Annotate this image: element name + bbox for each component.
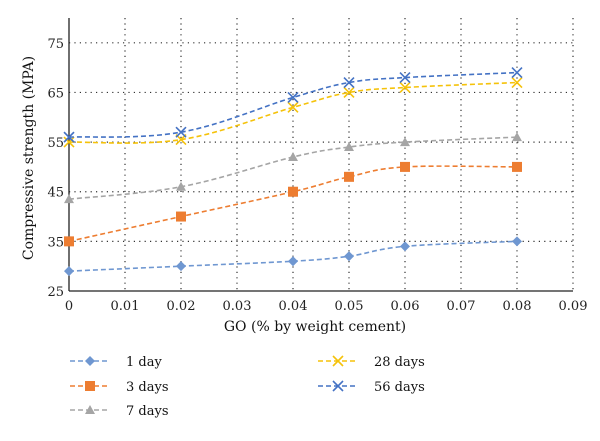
data-point-56-days [399,71,411,84]
x-tick-label: 0.05 [335,299,364,314]
legend-item-28-days: 28 days [318,355,425,370]
data-point-7-days [344,142,354,152]
data-point-28-days [343,86,355,99]
series-layer [63,67,523,277]
legend-marker [332,355,344,367]
x-axis-title: GO (% by weight cement) [224,319,406,335]
data-point-1-day [288,256,298,267]
y-tick-label: 25 [47,285,64,300]
legend-label: 3 days [126,380,169,395]
series-line-28-days [68,81,518,144]
legend-marker [85,381,95,391]
y-tick-label: 35 [47,235,64,250]
data-point-1-day [64,266,74,277]
legend-item-1-day: 1 day [70,355,162,370]
x-tick-label: 0.02 [167,299,196,314]
data-point-28-days [287,101,299,113]
data-point-7-days [176,181,186,191]
data-point-7-days [512,132,522,142]
legend-label: 1 day [126,355,162,370]
data-point-56-days [63,131,75,143]
data-point-1-day [344,251,354,262]
y-tick-label: 75 [47,37,64,52]
series-56-days [63,67,523,143]
series-1-day [64,236,522,277]
y-tick-labels: 25 35 45 55 65 75 [47,37,64,300]
legend-item-7-days: 7 days [70,404,169,419]
series-line-3-days [68,165,518,243]
x-tick-label: 0 [65,299,73,314]
data-point-7-days [64,194,74,204]
series-7-days [64,132,522,204]
x-tick-label: 0.04 [279,299,308,314]
data-point-3-days [176,211,186,222]
data-point-56-days [175,126,187,138]
y-tick-label: 55 [47,136,64,151]
series-3-days [64,161,522,247]
series-line-7-days [68,136,518,200]
axes [68,18,573,292]
data-point-28-days [63,136,75,148]
data-point-28-days [511,76,523,89]
data-point-1-day [176,261,186,272]
x-tick-label: 0.01 [111,299,140,314]
data-point-3-days [64,236,74,247]
data-point-7-days [288,151,298,161]
data-point-28-days [399,81,411,94]
x-tick-label: 0.07 [447,299,476,314]
data-point-3-days [344,171,354,182]
legend-item-3-days: 3 days [70,380,169,395]
legend: 1 day 3 days 7 days 28 days 56 days [70,355,425,419]
grid-lines [69,18,574,291]
data-point-3-days [512,161,522,172]
x-tick-labels: 0 0.01 0.02 0.03 0.04 0.05 0.06 0.07 0.08 0.09 [65,299,588,314]
y-tick-label: 45 [47,186,64,201]
legend-label: 28 days [374,355,425,370]
x-tick-label: 0.09 [559,299,588,314]
data-point-56-days [511,67,523,79]
legend-label: 7 days [126,404,169,419]
x-tick-label: 0.06 [391,299,420,314]
data-point-3-days [288,186,298,197]
series-28-days [63,76,523,148]
data-point-56-days [287,91,299,103]
series-line-56-days [68,71,518,138]
legend-marker [85,356,95,366]
legend-marker [332,380,344,392]
data-point-7-days [400,137,410,147]
data-point-1-day [512,236,522,247]
x-tick-label: 0.08 [503,299,532,314]
y-tick-label: 65 [47,86,64,101]
y-axis-title: Compressive strength (MPA) [21,56,37,260]
data-point-56-days [343,76,355,89]
legend-label: 56 days [374,380,425,395]
x-tick-label: 0.03 [223,299,252,314]
data-point-1-day [400,241,410,252]
legend-marker [85,405,95,414]
legend-item-56-days: 56 days [318,380,425,395]
data-point-3-days [400,161,410,172]
